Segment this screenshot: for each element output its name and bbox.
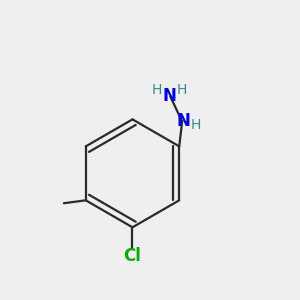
Text: H: H bbox=[151, 83, 162, 98]
Text: H: H bbox=[191, 118, 201, 132]
Text: H: H bbox=[177, 83, 187, 98]
Text: N: N bbox=[162, 87, 176, 105]
Text: N: N bbox=[177, 112, 190, 130]
Text: Cl: Cl bbox=[124, 247, 141, 265]
